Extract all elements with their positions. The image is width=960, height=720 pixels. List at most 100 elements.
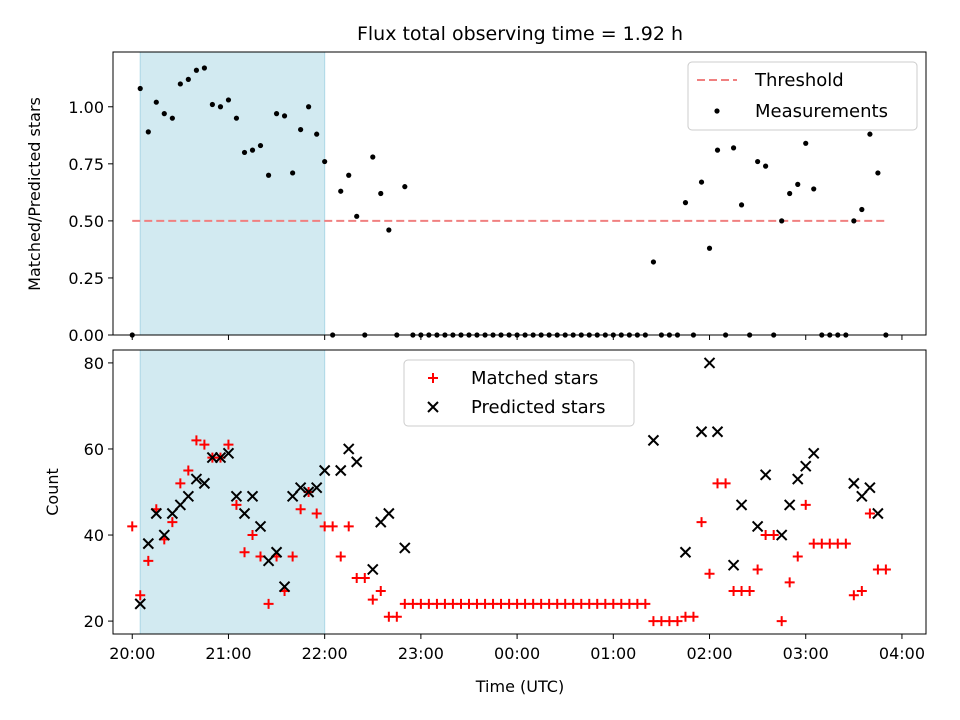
predicted-stars-point [751, 520, 764, 533]
measurement-point [314, 131, 320, 137]
predicted-stars-point [367, 563, 379, 576]
matched-stars-point [391, 611, 402, 622]
measurement-point [867, 131, 873, 137]
x-axis-label: Time (UTC) [475, 677, 564, 696]
predicted-stars-point [222, 447, 235, 459]
predicted-stars-point [864, 481, 876, 494]
predicted-stars-point [254, 520, 267, 533]
measurement-point [322, 158, 328, 165]
chart-title: Flux total observing time = 1.92 h [357, 23, 683, 45]
predicted-stars-point [783, 499, 796, 511]
predicted-stars-point [335, 464, 347, 477]
legend-box [403, 359, 635, 427]
matched-stars-point [327, 521, 338, 532]
predicted-stars-point [142, 537, 155, 550]
predicted-stars-point [310, 481, 323, 494]
measurement-point [386, 227, 392, 233]
predicted-stars-point [775, 529, 788, 541]
legend-label-threshold: Threshold [754, 70, 844, 91]
legend: Matched stars Predicted stars [403, 359, 635, 427]
legend-predicted-swatch [427, 401, 439, 413]
predicted-stars-point [848, 477, 860, 490]
legend-label-matched: Matched stars [471, 368, 598, 389]
measurement-point [201, 65, 208, 71]
measurement-point [755, 158, 761, 165]
y-tick-label: 0.25 [68, 269, 104, 288]
y-tick-label: 60 [84, 440, 104, 459]
measurement-point [730, 145, 737, 151]
x-tick-label: 04:00 [879, 644, 925, 663]
matched-stars-point [848, 590, 859, 601]
matched-stars-point [127, 521, 138, 532]
predicted-stars-point [735, 499, 748, 511]
predicted-stars-point [792, 473, 804, 485]
matched-stars-point [311, 508, 322, 519]
measurement-point [169, 115, 175, 121]
matched-stars-point [191, 435, 202, 446]
matched-stars-point [880, 564, 891, 575]
predicted-stars-point [278, 580, 291, 593]
measurement-point [851, 218, 857, 224]
measurement-point [795, 181, 801, 187]
measurement-point [265, 172, 272, 178]
matched-stars-point [704, 568, 715, 579]
axes-frame [112, 51, 927, 336]
predicted-stars-point [727, 559, 740, 571]
matched-stars-point [367, 594, 378, 605]
matched-stars-point [792, 551, 803, 562]
predicted-stars-point [318, 464, 331, 477]
matched-stars-point [375, 585, 386, 596]
predicted-stars-point [703, 357, 716, 369]
matched-stars-point [359, 573, 370, 584]
measurement-point [698, 179, 705, 185]
legend-label-measurements: Measurements [755, 101, 888, 122]
predicted-stars-point [206, 451, 219, 464]
matched-stars-point [776, 616, 787, 627]
matched-stars-point [343, 521, 354, 532]
axes-frame [112, 349, 927, 635]
predicted-stars-point [214, 451, 227, 464]
measurement-point [811, 186, 817, 192]
predicted-stars-point [302, 486, 315, 498]
predicted-stars-point [198, 477, 211, 490]
measurement-point [859, 206, 865, 213]
matched-stars-point [800, 499, 811, 510]
predicted-stars-point [270, 546, 283, 558]
measurement-point [650, 259, 657, 265]
predicted-stars-point [695, 426, 708, 438]
measurement-point [370, 154, 376, 160]
matched-stars-point [696, 517, 707, 528]
predicted-stars-point [872, 507, 884, 520]
predicted-stars-point [351, 456, 363, 468]
predicted-stars-point [856, 490, 868, 503]
predicted-stars-point [150, 507, 163, 520]
measurement-point [161, 111, 167, 117]
x-tick-label: 03:00 [783, 644, 829, 663]
matched-stars-point [135, 590, 146, 601]
predicted-stars-point [246, 490, 259, 503]
measurement-point [338, 188, 344, 194]
measurement-point [257, 142, 264, 149]
measurement-point [803, 140, 809, 146]
measurement-point [249, 147, 256, 153]
predicted-stars-point [800, 460, 812, 472]
measurement-point [875, 170, 881, 176]
legend: Threshold Measurements [687, 61, 918, 131]
x-tick-label: 22:00 [302, 644, 348, 663]
predicted-stars-point [647, 434, 660, 447]
matched-stars-point [183, 465, 194, 476]
measurement-point [706, 245, 713, 251]
measurement-point [233, 115, 240, 121]
measurement-point [217, 104, 224, 110]
measurement-point [209, 101, 215, 108]
measurement-point [241, 149, 248, 156]
measurement-point [273, 111, 280, 117]
measurement-point [177, 81, 183, 87]
matched-stars-point [784, 577, 795, 588]
x-tick-label: 21:00 [205, 644, 251, 663]
y-tick-label: 0.75 [68, 155, 104, 174]
star-count-panel: Count Time (UTC) 20 40 60 80 20:00 21:00 22:00… [43, 349, 927, 696]
matched-stars-point [720, 478, 731, 489]
flux-ratio-panel: Flux total observing time = 1.92 h Match… [25, 23, 927, 345]
series-predicted-stars [134, 357, 884, 610]
